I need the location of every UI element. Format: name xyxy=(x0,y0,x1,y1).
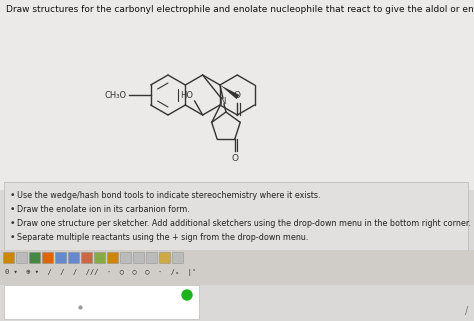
FancyBboxPatch shape xyxy=(0,250,474,285)
FancyBboxPatch shape xyxy=(43,253,54,264)
Text: Draw one structure per sketcher. Add additional sketchers using the drop-down me: Draw one structure per sketcher. Add add… xyxy=(17,219,471,228)
FancyBboxPatch shape xyxy=(173,253,183,264)
Text: •: • xyxy=(9,191,15,200)
Text: Separate multiple reactants using the + sign from the drop-down menu.: Separate multiple reactants using the + … xyxy=(17,233,309,242)
FancyBboxPatch shape xyxy=(203,285,468,319)
FancyBboxPatch shape xyxy=(29,253,40,264)
FancyBboxPatch shape xyxy=(108,253,118,264)
FancyBboxPatch shape xyxy=(17,253,27,264)
Text: •: • xyxy=(9,219,15,228)
Text: Draw the enolate ion in its carbanion form.: Draw the enolate ion in its carbanion fo… xyxy=(17,205,190,214)
Text: 0 ▾  ⊕ ▾  /  /  /  ///  ·  ○  ○  ○  ·  /ₐ  |ˢ: 0 ▾ ⊕ ▾ / / / /// · ○ ○ ○ · /ₐ |ˢ xyxy=(5,268,196,275)
FancyBboxPatch shape xyxy=(4,285,199,319)
FancyBboxPatch shape xyxy=(82,253,92,264)
Text: N: N xyxy=(219,97,225,106)
FancyBboxPatch shape xyxy=(146,253,157,264)
Text: /: / xyxy=(465,306,468,316)
Text: CH₃O: CH₃O xyxy=(105,91,127,100)
FancyBboxPatch shape xyxy=(3,253,15,264)
FancyBboxPatch shape xyxy=(55,253,66,264)
Text: HO: HO xyxy=(180,91,192,100)
FancyBboxPatch shape xyxy=(0,0,474,190)
FancyBboxPatch shape xyxy=(4,182,468,250)
FancyBboxPatch shape xyxy=(120,253,131,264)
Text: •: • xyxy=(9,233,15,242)
Polygon shape xyxy=(220,85,239,99)
Text: O: O xyxy=(231,154,238,163)
Text: O: O xyxy=(234,91,241,100)
Text: •: • xyxy=(9,205,15,214)
FancyBboxPatch shape xyxy=(69,253,80,264)
FancyBboxPatch shape xyxy=(134,253,145,264)
FancyBboxPatch shape xyxy=(94,253,106,264)
FancyBboxPatch shape xyxy=(159,253,171,264)
Text: Use the wedge/hash bond tools to indicate stereochemistry where it exists.: Use the wedge/hash bond tools to indicat… xyxy=(17,191,320,200)
Circle shape xyxy=(182,290,192,300)
Text: Draw structures for the carbonyl electrophile and enolate nucleophile that react: Draw structures for the carbonyl electro… xyxy=(6,5,474,14)
